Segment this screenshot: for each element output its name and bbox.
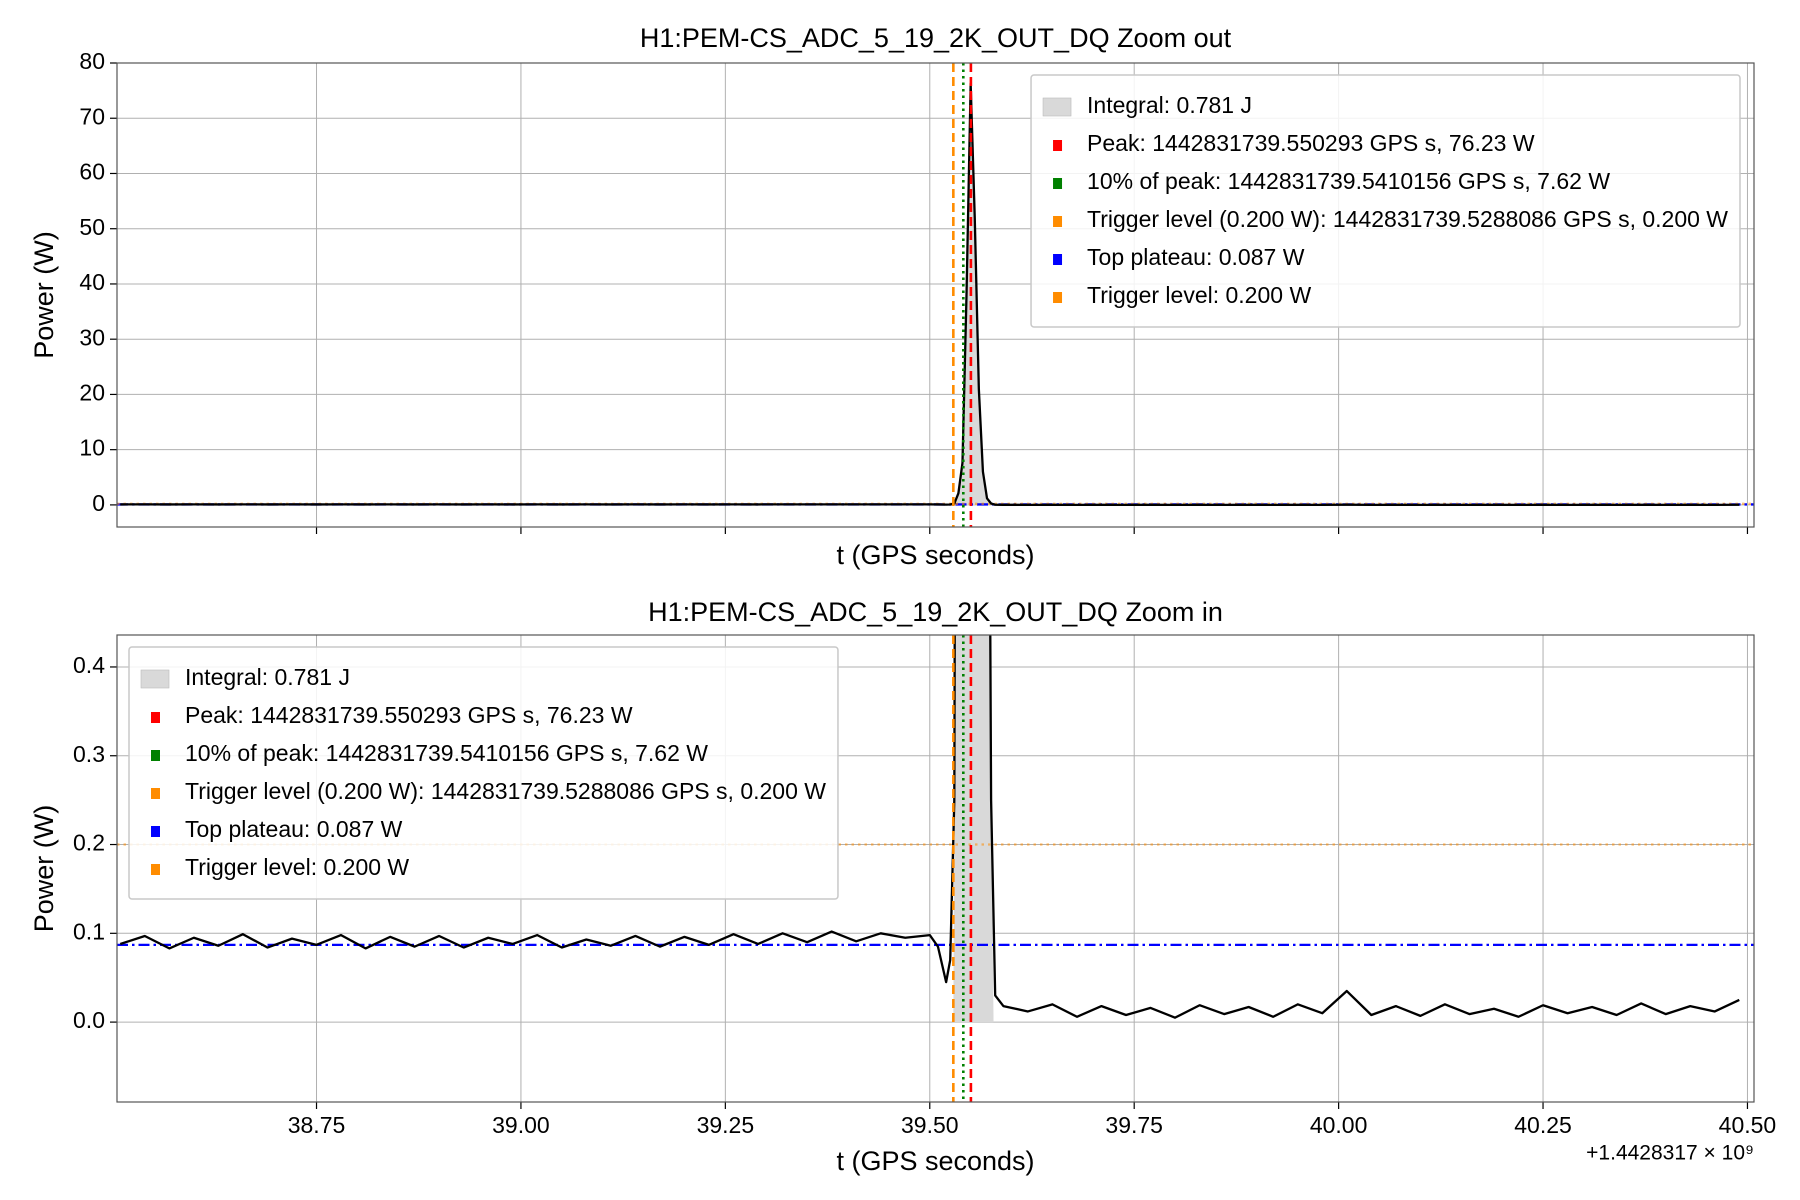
legend-label: Trigger level (0.200 W): 1442831739.5288… [185,778,826,804]
legend-swatch [1042,97,1072,117]
legend-label: Trigger level (0.200 W): 1442831739.5288… [1087,206,1728,232]
x-axis-label: t (GPS seconds) [836,1146,1034,1176]
legend-swatch [1053,292,1063,303]
x-offset-label: +1.4428317 × 10⁹ [1586,1142,1754,1165]
x-tick-label: 39.50 [901,1112,959,1138]
y-axis-label: Power (W) [29,805,59,933]
legend-label: Peak: 1442831739.550293 GPS s, 76.23 W [1087,130,1535,156]
legend-swatch [151,788,160,799]
x-axis-label: t (GPS seconds) [836,540,1034,570]
x-tick-label: 40.25 [1514,1112,1572,1138]
x-tick-label: 39.25 [697,1112,755,1138]
legend: Integral: 0.781 J Peak: 1442831739.550293… [128,646,839,900]
y-tick-label: 0.1 [73,918,105,944]
integral-area [953,635,994,1023]
legend-swatch [1053,140,1063,151]
y-tick-label: 70 [79,103,105,129]
signal-line [120,82,1740,507]
y-tick-label: 30 [79,324,105,350]
y-tick-label: 20 [79,380,105,406]
x-tick-label: 40.00 [1310,1112,1368,1138]
legend-label: Top plateau: 0.087 W [1087,244,1305,270]
legend-frame [128,646,839,900]
legend-label: Integral: 0.781 J [185,664,350,690]
y-tick-label: 0.0 [73,1007,105,1033]
legend-swatch [1053,254,1063,265]
y-axis-label: Power (W) [29,231,59,359]
legend-label: Top plateau: 0.087 W [185,816,403,842]
legend-frame [1030,74,1741,328]
signal-line [119,635,1740,1019]
legend-swatch [140,669,170,689]
legend-label: 10% of peak: 1442831739.5410156 GPS s, 7… [1087,168,1610,194]
x-tick-label: 39.75 [1105,1112,1163,1138]
y-tick-label: 10 [79,435,105,461]
legend-label: Trigger level: 0.200 W [185,854,409,880]
chart-title: H1:PEM-CS_ADC_5_19_2K_OUT_DQ Zoom in [648,597,1223,627]
legend-swatch [1053,178,1063,189]
x-tick-label: 40.50 [1719,1112,1777,1138]
x-tick-label: 39.00 [492,1112,550,1138]
legend-swatch [151,750,160,761]
legend-label: Trigger level: 0.200 W [1087,282,1311,308]
axes-frame [116,62,1755,528]
legend-label: Integral: 0.781 J [1087,92,1252,118]
y-tick-label: 0.2 [73,830,105,856]
plot-area [117,63,1754,527]
y-tick-label: 0 [92,490,105,516]
x-tick-label: 38.75 [288,1112,346,1138]
y-tick-label: 50 [79,214,105,240]
legend-swatch [151,826,160,837]
axes-frame [116,634,1755,1103]
integral-area [953,83,994,505]
chart-title: H1:PEM-CS_ADC_5_19_2K_OUT_DQ Zoom out [640,23,1232,53]
legend-label: Peak: 1442831739.550293 GPS s, 76.23 W [185,702,633,728]
y-tick-label: 0.4 [73,652,105,678]
legend: Integral: 0.781 J Peak: 1442831739.550293… [1030,74,1741,328]
y-tick-label: 60 [79,159,105,185]
y-tick-label: 40 [79,269,105,295]
legend-label: 10% of peak: 1442831739.5410156 GPS s, 7… [185,740,708,766]
legend-swatch [151,864,160,875]
y-tick-label: 80 [79,48,105,74]
plot-area [117,635,1754,1102]
y-tick-label: 0.3 [73,741,105,767]
legend-swatch [151,712,160,723]
legend-swatch [1053,216,1063,227]
